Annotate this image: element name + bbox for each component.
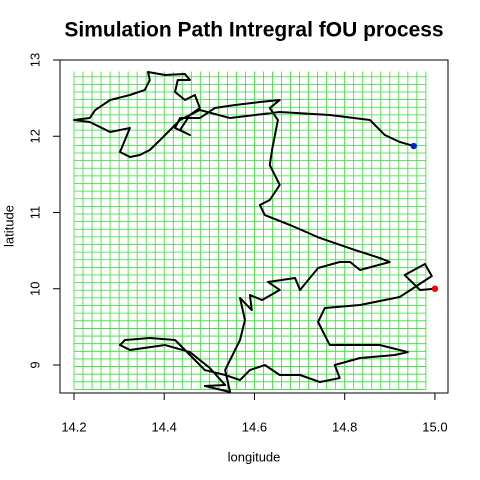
x-tick-label: 14.6	[242, 419, 267, 434]
path-line	[72, 70, 436, 394]
y-tick-label: 9	[27, 361, 42, 368]
y-tick-label: 10	[27, 282, 42, 296]
x-axis-label: longitude	[228, 449, 281, 464]
end-point	[431, 285, 439, 292]
x-tick-label: 15.0	[422, 419, 447, 434]
y-tick-label: 11	[27, 206, 42, 220]
x-tick-label: 14.2	[61, 419, 86, 434]
x-tick-label: 14.4	[152, 419, 177, 434]
y-tick-label: 12	[27, 129, 42, 143]
y-axis-label: latitude	[1, 205, 16, 247]
y-tick-label: 13	[27, 53, 42, 67]
plot-frame	[59, 59, 449, 394]
chart-title: Simulation Path Intregral fOU process	[64, 19, 443, 42]
end-point	[410, 142, 417, 150]
x-tick-label: 14.8	[332, 419, 357, 434]
